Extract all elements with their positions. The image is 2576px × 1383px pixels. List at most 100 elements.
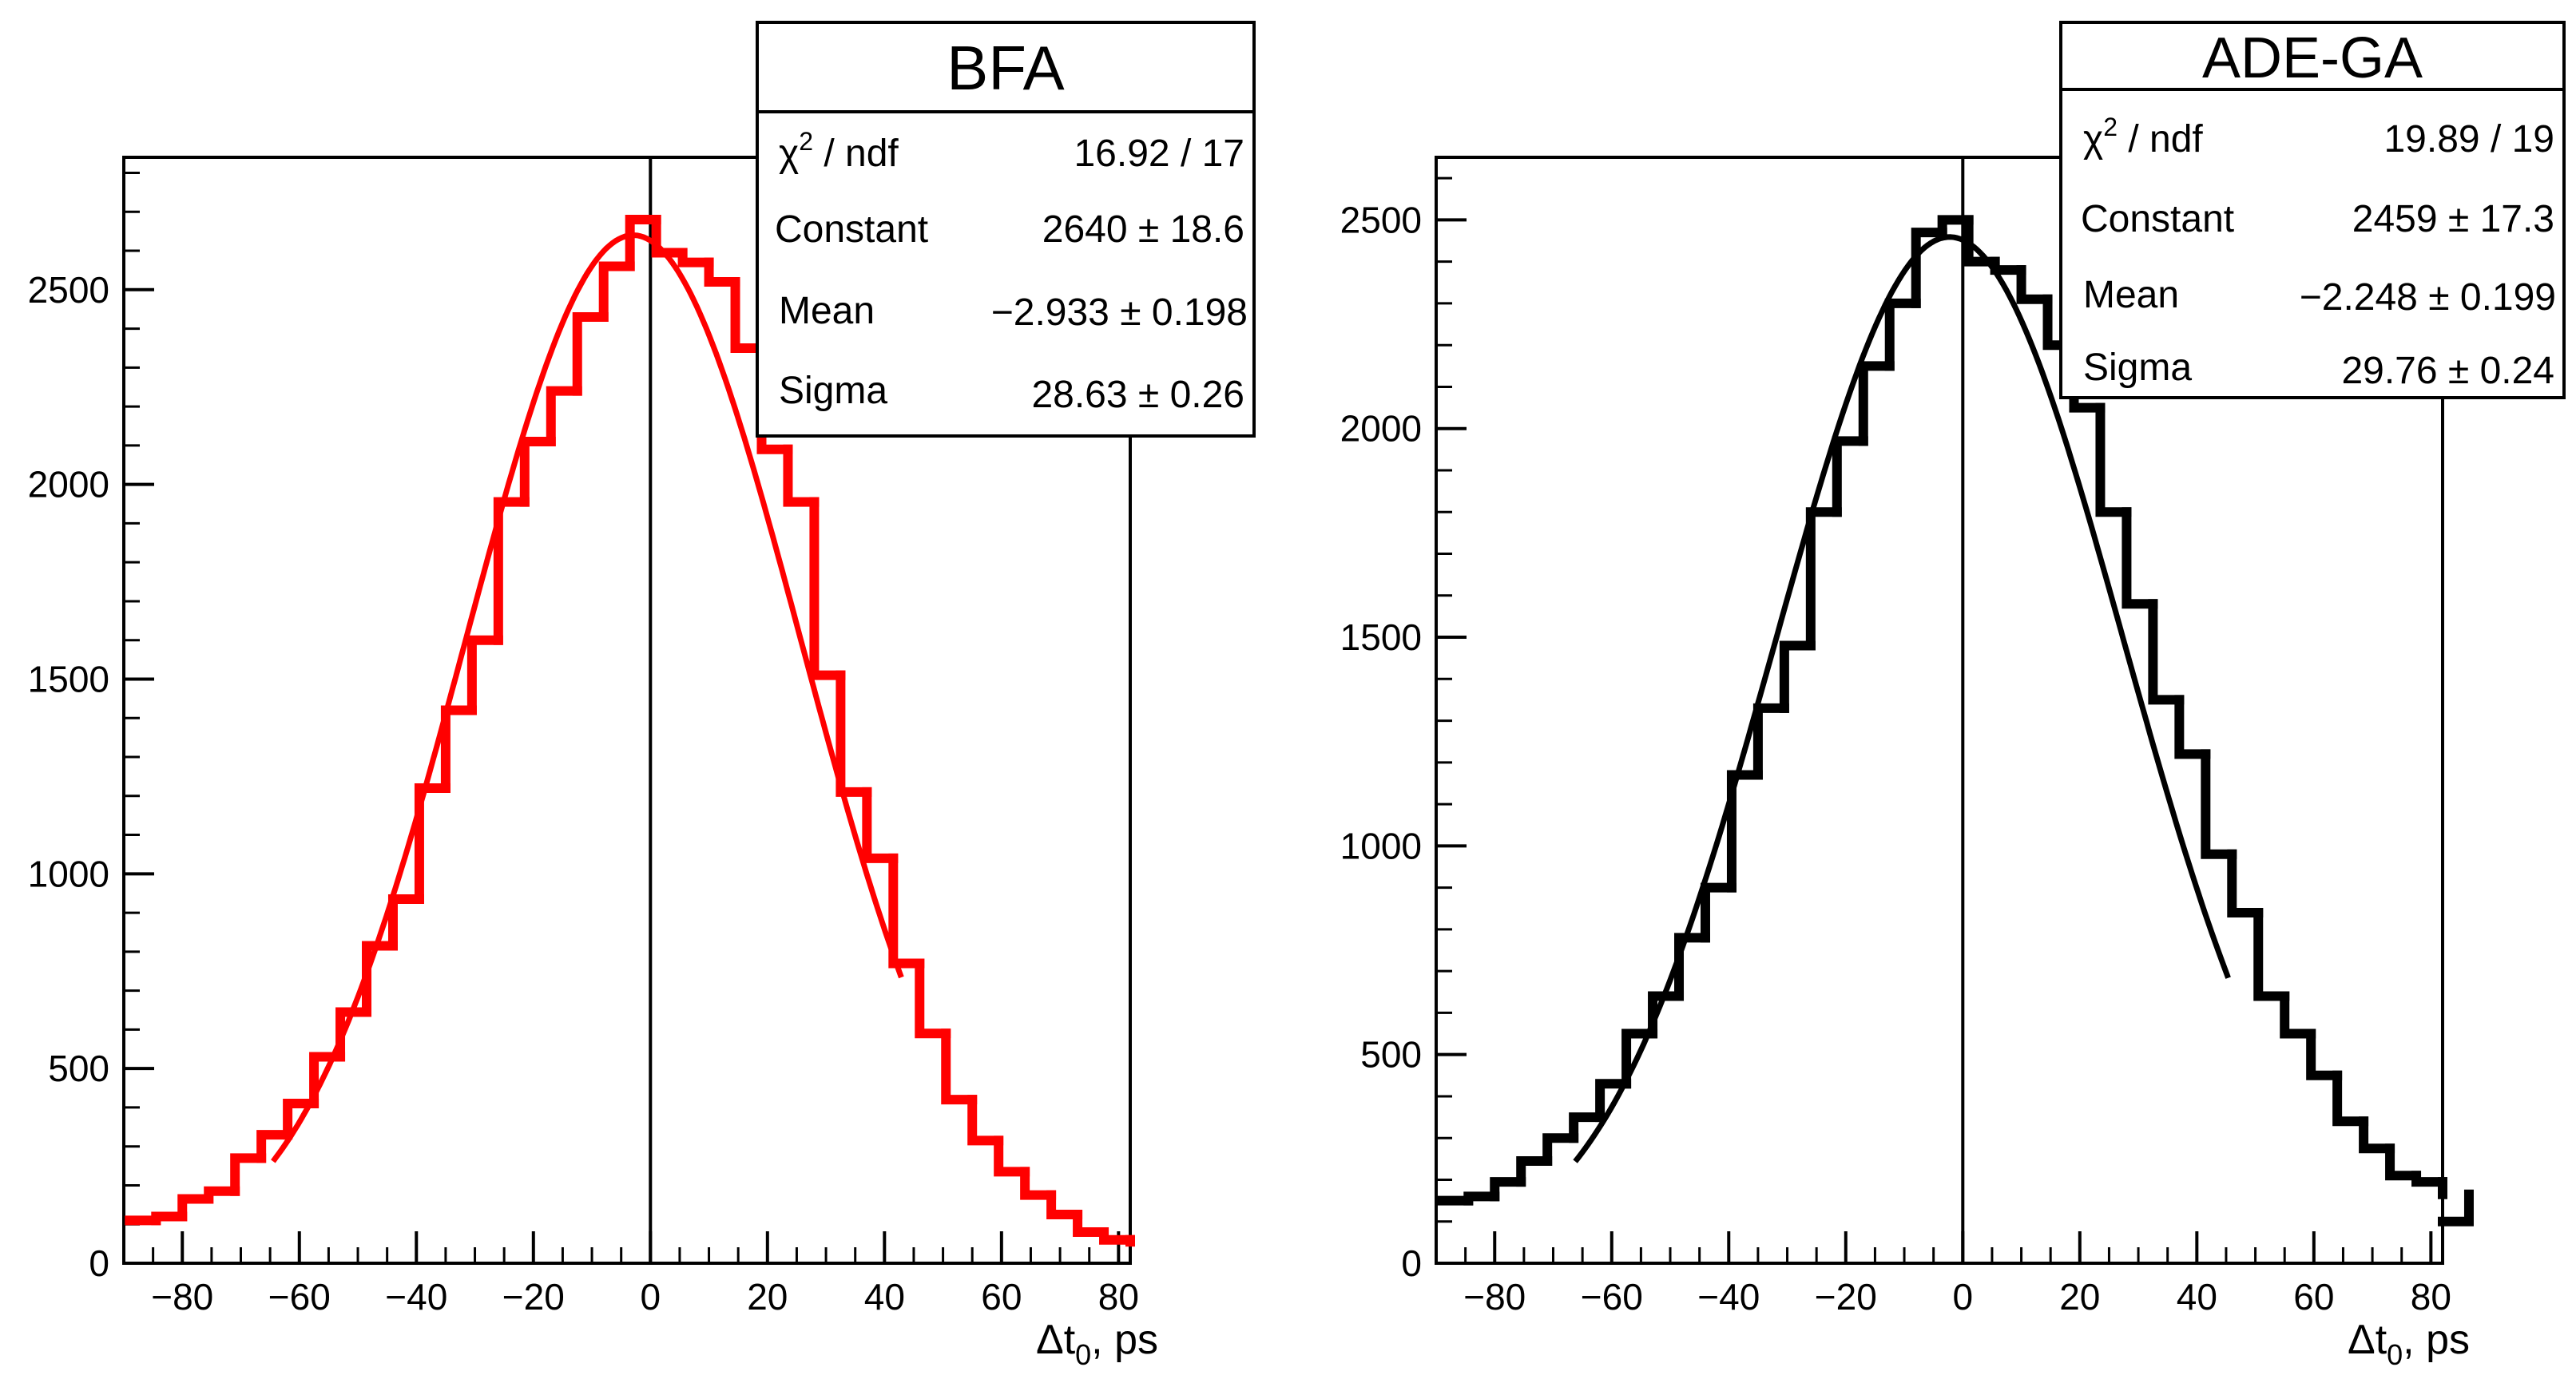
bfa-histogram-bin [651, 215, 688, 258]
bfa-stats-frame [756, 21, 1256, 438]
ade-ga-histogram-bin [2174, 695, 2211, 759]
bfa-histogram-bin [572, 311, 609, 396]
ade-ga-histogram-bin [2385, 1143, 2422, 1181]
ade-ga-chi2-value: 19.89 / 19 [2383, 118, 2554, 160]
ade-ga-x-tick-label: 20 [2059, 1276, 2100, 1318]
bfa-histogram-bin [387, 894, 424, 951]
ade-ga-sigma-label: Sigma [2083, 347, 2192, 389]
bfa-histogram-bin [204, 1186, 240, 1204]
ade-ga-histogram-bin [1569, 1112, 1606, 1143]
bfa-histogram-bin [466, 635, 503, 715]
ade-ga-histogram-bin [2359, 1116, 2395, 1154]
bfa-x-tick-label: 40 [864, 1276, 905, 1318]
ade-ga-histogram-bin [2253, 907, 2290, 1001]
ade-ga-title: ADE-GA [2202, 26, 2423, 90]
ade-ga-y-tick-label: 2500 [1340, 199, 1422, 240]
bfa-x-tick-label: 60 [981, 1276, 1022, 1318]
bfa-histogram-bin [151, 1211, 188, 1226]
bfa-mean-value: −2.933 ± 0.198 [991, 291, 1248, 334]
bfa-histogram-bin [994, 1135, 1030, 1177]
ade-ga-histogram-bin [1805, 507, 1842, 651]
ade-ga-constant-value: 2459 ± 17.3 [2352, 198, 2554, 240]
ade-ga-histogram-bin [1490, 1177, 1526, 1202]
ade-ga-x-axis-label: Δt0, ps [2348, 1317, 2470, 1371]
bfa-y-tick-label: 0 [89, 1242, 109, 1284]
ade-ga-histogram-bin [2332, 1070, 2369, 1127]
bfa-sigma-label: Sigma [779, 370, 887, 412]
ade-ga-histogram-bin [1621, 1028, 1658, 1089]
bfa-y-tick-label: 2500 [28, 269, 109, 311]
ade-ga-histogram-bin [2095, 402, 2132, 517]
bfa-y-tick-label: 2000 [28, 464, 109, 505]
ade-ga-histogram-bin [1911, 228, 1947, 308]
bfa-y-ticks: 0 500 1000 1500 2000 2500 [28, 172, 154, 1284]
bfa-x-ticks: −80 −60 −40 −20 0 20 40 60 80 [122, 1231, 1139, 1318]
bfa-x-axis-label: Δt0, ps [1036, 1317, 1158, 1371]
ade-ga-histogram-bin [2016, 265, 2053, 304]
ade-ga-stats-frame [2059, 21, 2566, 399]
bfa-x-tick-label: 0 [641, 1276, 661, 1318]
ade-ga-stats-box: ADE-GA χ2 / ndf 19.89 / 19 Constant 2459… [2059, 21, 2566, 399]
ade-ga-y-tick-label: 500 [1360, 1034, 1422, 1076]
ade-ga-histogram-bin [1674, 933, 1710, 1001]
bfa-histogram-bin [230, 1153, 267, 1196]
bfa-histogram-bin [915, 958, 951, 1039]
ade-ga-x-ticks: −80 −60 −40 −20 0 20 40 60 80 [1435, 1231, 2451, 1318]
ade-ga-histogram-bin [2148, 599, 2185, 705]
ade-ga-histogram-bin [1858, 361, 1895, 446]
bfa-histogram-bin [519, 437, 556, 507]
bfa-histogram-bin [1046, 1190, 1083, 1220]
ade-ga-histogram-bin [1463, 1191, 1500, 1206]
bfa-histogram-bin [1073, 1210, 1109, 1237]
ade-ga-x-tick-label: 0 [1953, 1276, 1974, 1318]
bfa-histogram-bin [836, 670, 872, 797]
bfa-histogram-bin [362, 941, 398, 1017]
bfa-chi2-label: χ2 / ndf [779, 127, 899, 175]
ade-ga-histogram-bin [1595, 1079, 1632, 1123]
bfa-histogram-bin [677, 248, 714, 267]
ade-ga-histogram-bin [2438, 1189, 2474, 1226]
bfa-x-tick-label: −40 [385, 1276, 447, 1318]
ade-ga-histogram-bin [1516, 1155, 1553, 1187]
bfa-histogram-bin [546, 386, 582, 447]
ade-ga-x-tick-label: −80 [1463, 1276, 1526, 1318]
ade-ga-histogram-bin [1752, 703, 1789, 780]
ade-ga-histogram-bin [2227, 849, 2264, 917]
bfa-title: BFA [947, 33, 1064, 103]
bfa-histogram-bin [1099, 1226, 1135, 1245]
bfa-histogram-bin [941, 1028, 978, 1105]
ade-ga-histogram-bin [2201, 749, 2237, 859]
bfa-histogram-bin [704, 257, 740, 287]
ade-ga-histogram-bin [1937, 215, 1974, 238]
bfa-histogram-bin [809, 497, 846, 680]
ade-ga-mean-label: Mean [2083, 274, 2179, 316]
bfa-x-tick-label: −60 [268, 1276, 331, 1318]
ade-ga-y-tick-label: 2000 [1340, 408, 1422, 450]
ade-ga-histogram-bin [2411, 1171, 2447, 1187]
ade-ga-gaussian-fit [1573, 234, 2231, 1163]
bfa-histogram-bin [783, 444, 820, 507]
bfa-histogram-bin [625, 215, 661, 271]
bfa-histogram-bin [283, 1099, 320, 1140]
bfa-stats-box: BFA χ2 / ndf 16.92 / 17 Constant 2640 ± … [756, 21, 1256, 438]
bfa-x-tick-label: 80 [1098, 1276, 1139, 1318]
ade-ga-chart: −80 −60 −40 −20 0 20 40 60 80 0 500 1000 1500 2000 25… [1340, 21, 2566, 1371]
ade-ga-histogram-bin [1832, 436, 1868, 517]
bfa-constant-value: 2640 ± 18.6 [1042, 208, 1244, 251]
ade-ga-histogram-bin [1779, 640, 1816, 713]
bfa-sigma-value: 28.63 ± 0.26 [1031, 374, 1244, 416]
bfa-histogram-bin [177, 1194, 214, 1222]
ade-ga-histogram-bin [2280, 991, 2316, 1039]
ade-ga-x-tick-label: −20 [1815, 1276, 1877, 1318]
bfa-constant-label: Constant [775, 208, 928, 251]
bfa-plot-frame [122, 156, 1132, 1265]
ade-ga-x-tick-label: 40 [2177, 1276, 2217, 1318]
ade-ga-x-tick-label: 60 [2293, 1276, 2334, 1318]
ade-ga-histogram-bin [1884, 298, 1921, 371]
bfa-gaussian-fit [271, 232, 904, 1163]
bfa-histogram-bin [256, 1130, 293, 1163]
bfa-histogram-bin [862, 787, 899, 863]
bfa-x-tick-label: −80 [151, 1276, 213, 1318]
bfa-mean-label: Mean [779, 290, 875, 332]
bfa-histogram-bin [888, 853, 925, 969]
